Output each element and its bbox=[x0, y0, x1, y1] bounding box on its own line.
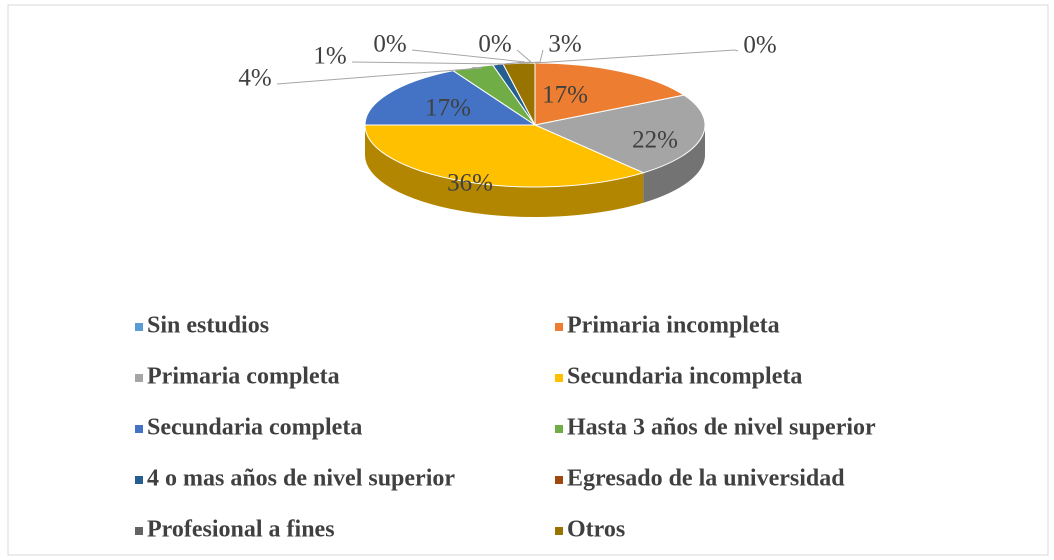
slice-side bbox=[365, 125, 644, 217]
legend-label: 4 o mas años de nivel superior bbox=[147, 466, 455, 492]
legend-swatch bbox=[555, 476, 563, 484]
legend-label: Hasta 3 años de nivel superior bbox=[567, 415, 876, 441]
leader-line bbox=[276, 66, 483, 85]
legend-label: Otros bbox=[567, 517, 625, 543]
legend-label: Profesional a fines bbox=[147, 517, 335, 543]
leader-line bbox=[534, 49, 739, 64]
data-label: 1% bbox=[313, 43, 346, 70]
legend-swatch bbox=[135, 425, 143, 433]
data-label: 0% bbox=[743, 32, 776, 59]
slice bbox=[364, 124, 645, 188]
slice-side-shade bbox=[643, 125, 705, 203]
data-label: 22% bbox=[632, 127, 678, 154]
legend-swatch bbox=[135, 527, 143, 535]
leader-line bbox=[518, 49, 544, 64]
data-label: 36% bbox=[447, 170, 493, 197]
data-label: 0% bbox=[373, 31, 406, 58]
data-label: 4% bbox=[238, 65, 271, 92]
legend-swatch bbox=[135, 476, 143, 484]
slice bbox=[534, 62, 686, 126]
leader-line bbox=[351, 61, 504, 65]
data-label: 0% bbox=[478, 31, 511, 58]
slice bbox=[533, 94, 706, 174]
legend-label: Egresado de la universidad bbox=[567, 466, 845, 492]
slice bbox=[364, 70, 537, 126]
legend-swatch bbox=[555, 323, 563, 331]
legend-label: Secundaria incompleta bbox=[567, 364, 802, 390]
legend-label: Sin estudios bbox=[147, 313, 269, 339]
legend-swatch bbox=[135, 323, 143, 331]
legend-swatch bbox=[555, 425, 563, 433]
legend-swatch bbox=[555, 527, 563, 535]
legend-swatch bbox=[555, 374, 563, 382]
legend-label: Primaria incompleta bbox=[567, 313, 780, 339]
slice-side bbox=[643, 125, 705, 203]
data-label: 17% bbox=[425, 95, 471, 122]
legend-label: Secundaria completa bbox=[147, 415, 362, 441]
data-label: 3% bbox=[548, 31, 581, 58]
leader-line bbox=[503, 49, 533, 65]
slice-side-shade bbox=[365, 125, 644, 217]
legend-label: Primaria completa bbox=[147, 364, 340, 390]
data-label: 17% bbox=[542, 82, 588, 109]
legend-swatch bbox=[135, 374, 143, 382]
